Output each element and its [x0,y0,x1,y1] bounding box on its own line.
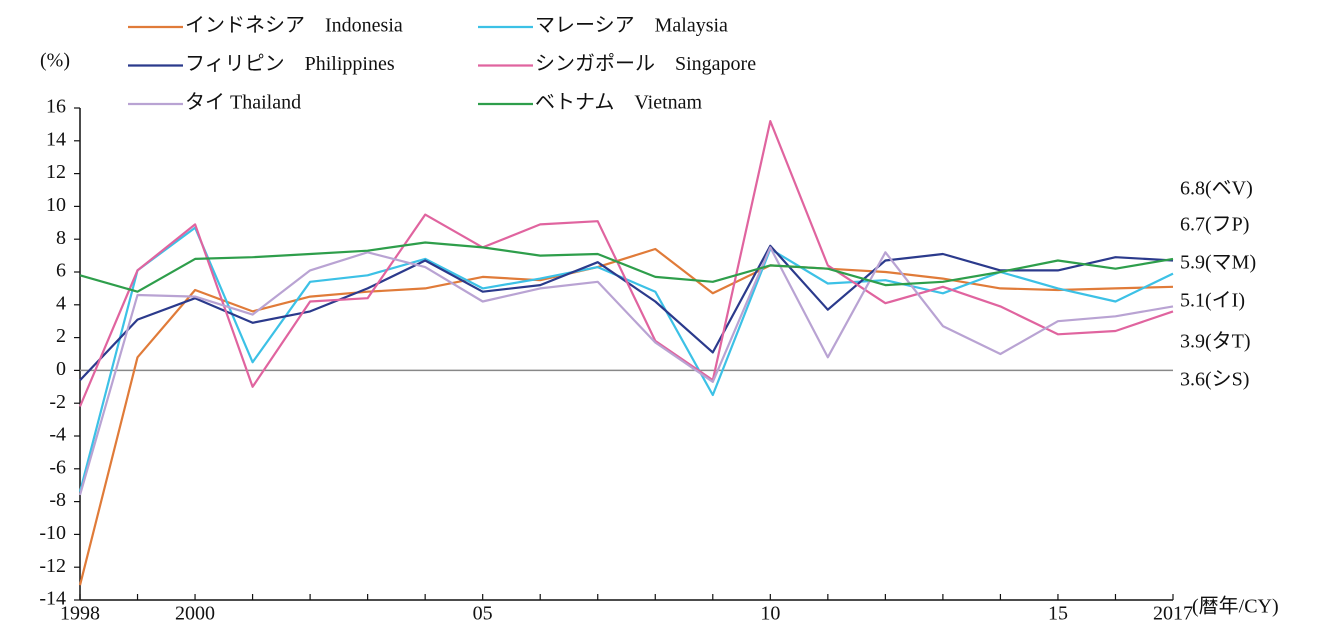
legend-label: タイ Thailand [185,91,301,114]
y-tick-label: 16 [46,96,66,118]
legend-label: フィリピン Philippines [185,53,395,75]
y-tick-label: -8 [49,489,66,511]
x-tick-label: 10 [760,603,780,625]
y-tick-label: -6 [49,456,66,478]
legend-label: インドネシア Indonesia [185,15,403,37]
x-tick-label: 05 [473,603,493,625]
y-tick-label: 2 [56,325,66,347]
y-tick-label: 4 [56,292,66,314]
y-tick-label: 10 [46,194,66,216]
legend-label: シンガポール Singapore [535,52,756,75]
end-label: 6.8(ベV) [1180,178,1253,200]
end-label: 3.6(シS) [1180,369,1249,391]
x-tick-label: 15 [1048,603,1068,625]
y-axis-label: (%) [40,50,70,72]
y-tick-label: -2 [49,391,66,413]
x-axis-label: (暦年/CY) [1192,595,1279,618]
y-tick-label: -10 [39,522,66,544]
x-tick-label: 2017 [1153,603,1193,625]
series-line [79,241,1174,293]
legend-label: ベトナム Vietnam [535,92,703,114]
y-tick-label: 6 [56,260,66,282]
y-tick-label: 12 [46,161,66,183]
end-label: 5.9(マM) [1180,252,1256,274]
x-tick-label: 2000 [175,603,215,625]
y-tick-label: 8 [56,227,66,249]
y-tick-label: -4 [49,424,66,446]
series-line [78,120,1174,407]
y-tick-label: 0 [56,358,66,380]
y-tick-label: -12 [39,555,66,577]
series-line [78,247,1174,586]
end-label: 3.9(タT) [1180,330,1251,353]
series-line [78,246,1174,496]
x-tick-label: 1998 [60,603,100,625]
y-tick-label: 14 [46,128,66,150]
y-tick-label: -14 [39,588,66,610]
end-label: 6.7(フP) [1180,214,1249,236]
end-label: 5.1(イI) [1180,290,1245,312]
legend-label: マレーシア Malaysia [535,15,728,37]
